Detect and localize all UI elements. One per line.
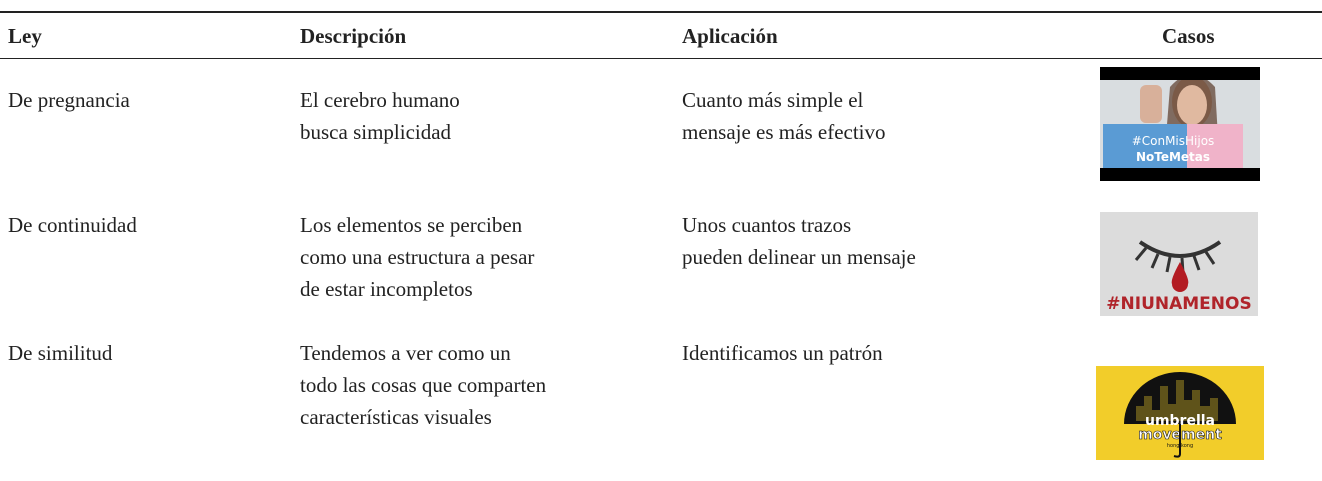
descripcion-line: El cerebro humano [300,88,460,112]
descripcion-line: de estar incompletos [300,277,473,301]
case-image: #ConMisHijos NoTeMetas [1100,67,1260,181]
header-cell: Casos [1162,24,1215,48]
header-cell: Descripción [300,24,407,48]
case-image: umbrella movement hong kong [1096,366,1264,460]
case-image: #NIUNAMENOS [1100,212,1258,316]
descripcion-line: todo las cosas que comparten [300,373,547,397]
descripcion-line: Tendemos a ver como un [300,341,511,365]
aplicacion-line: Identificamos un patrón [682,341,883,365]
case-text: NoTeMetas [1136,150,1210,164]
aplicacion-line: Unos cuantos trazos [682,213,852,237]
header-cell: Ley [8,24,42,48]
aplicacion-line: mensaje es más efectivo [682,120,886,144]
descripcion-line: Los elementos se perciben [300,213,523,237]
aplicacion-line: pueden delinear un mensaje [682,245,916,269]
case-text: #NIUNAMENOS [1106,294,1251,314]
aplicacion-line: Cuanto más simple el [682,88,864,112]
header-rule [0,58,1322,59]
top-rule [0,11,1322,13]
ley-cell: De pregnancia [8,88,130,112]
descripcion-line: busca simplicidad [300,120,452,144]
header-cell: Aplicación [682,24,778,48]
case-text: #ConMisHijos [1132,134,1215,148]
case-text: umbrella [1145,413,1215,429]
ley-cell: De continuidad [8,213,137,237]
descripcion-line: como una estructura a pesar [300,245,535,269]
descripcion-line: características visuales [300,405,492,429]
ley-cell: De similitud [8,341,113,365]
